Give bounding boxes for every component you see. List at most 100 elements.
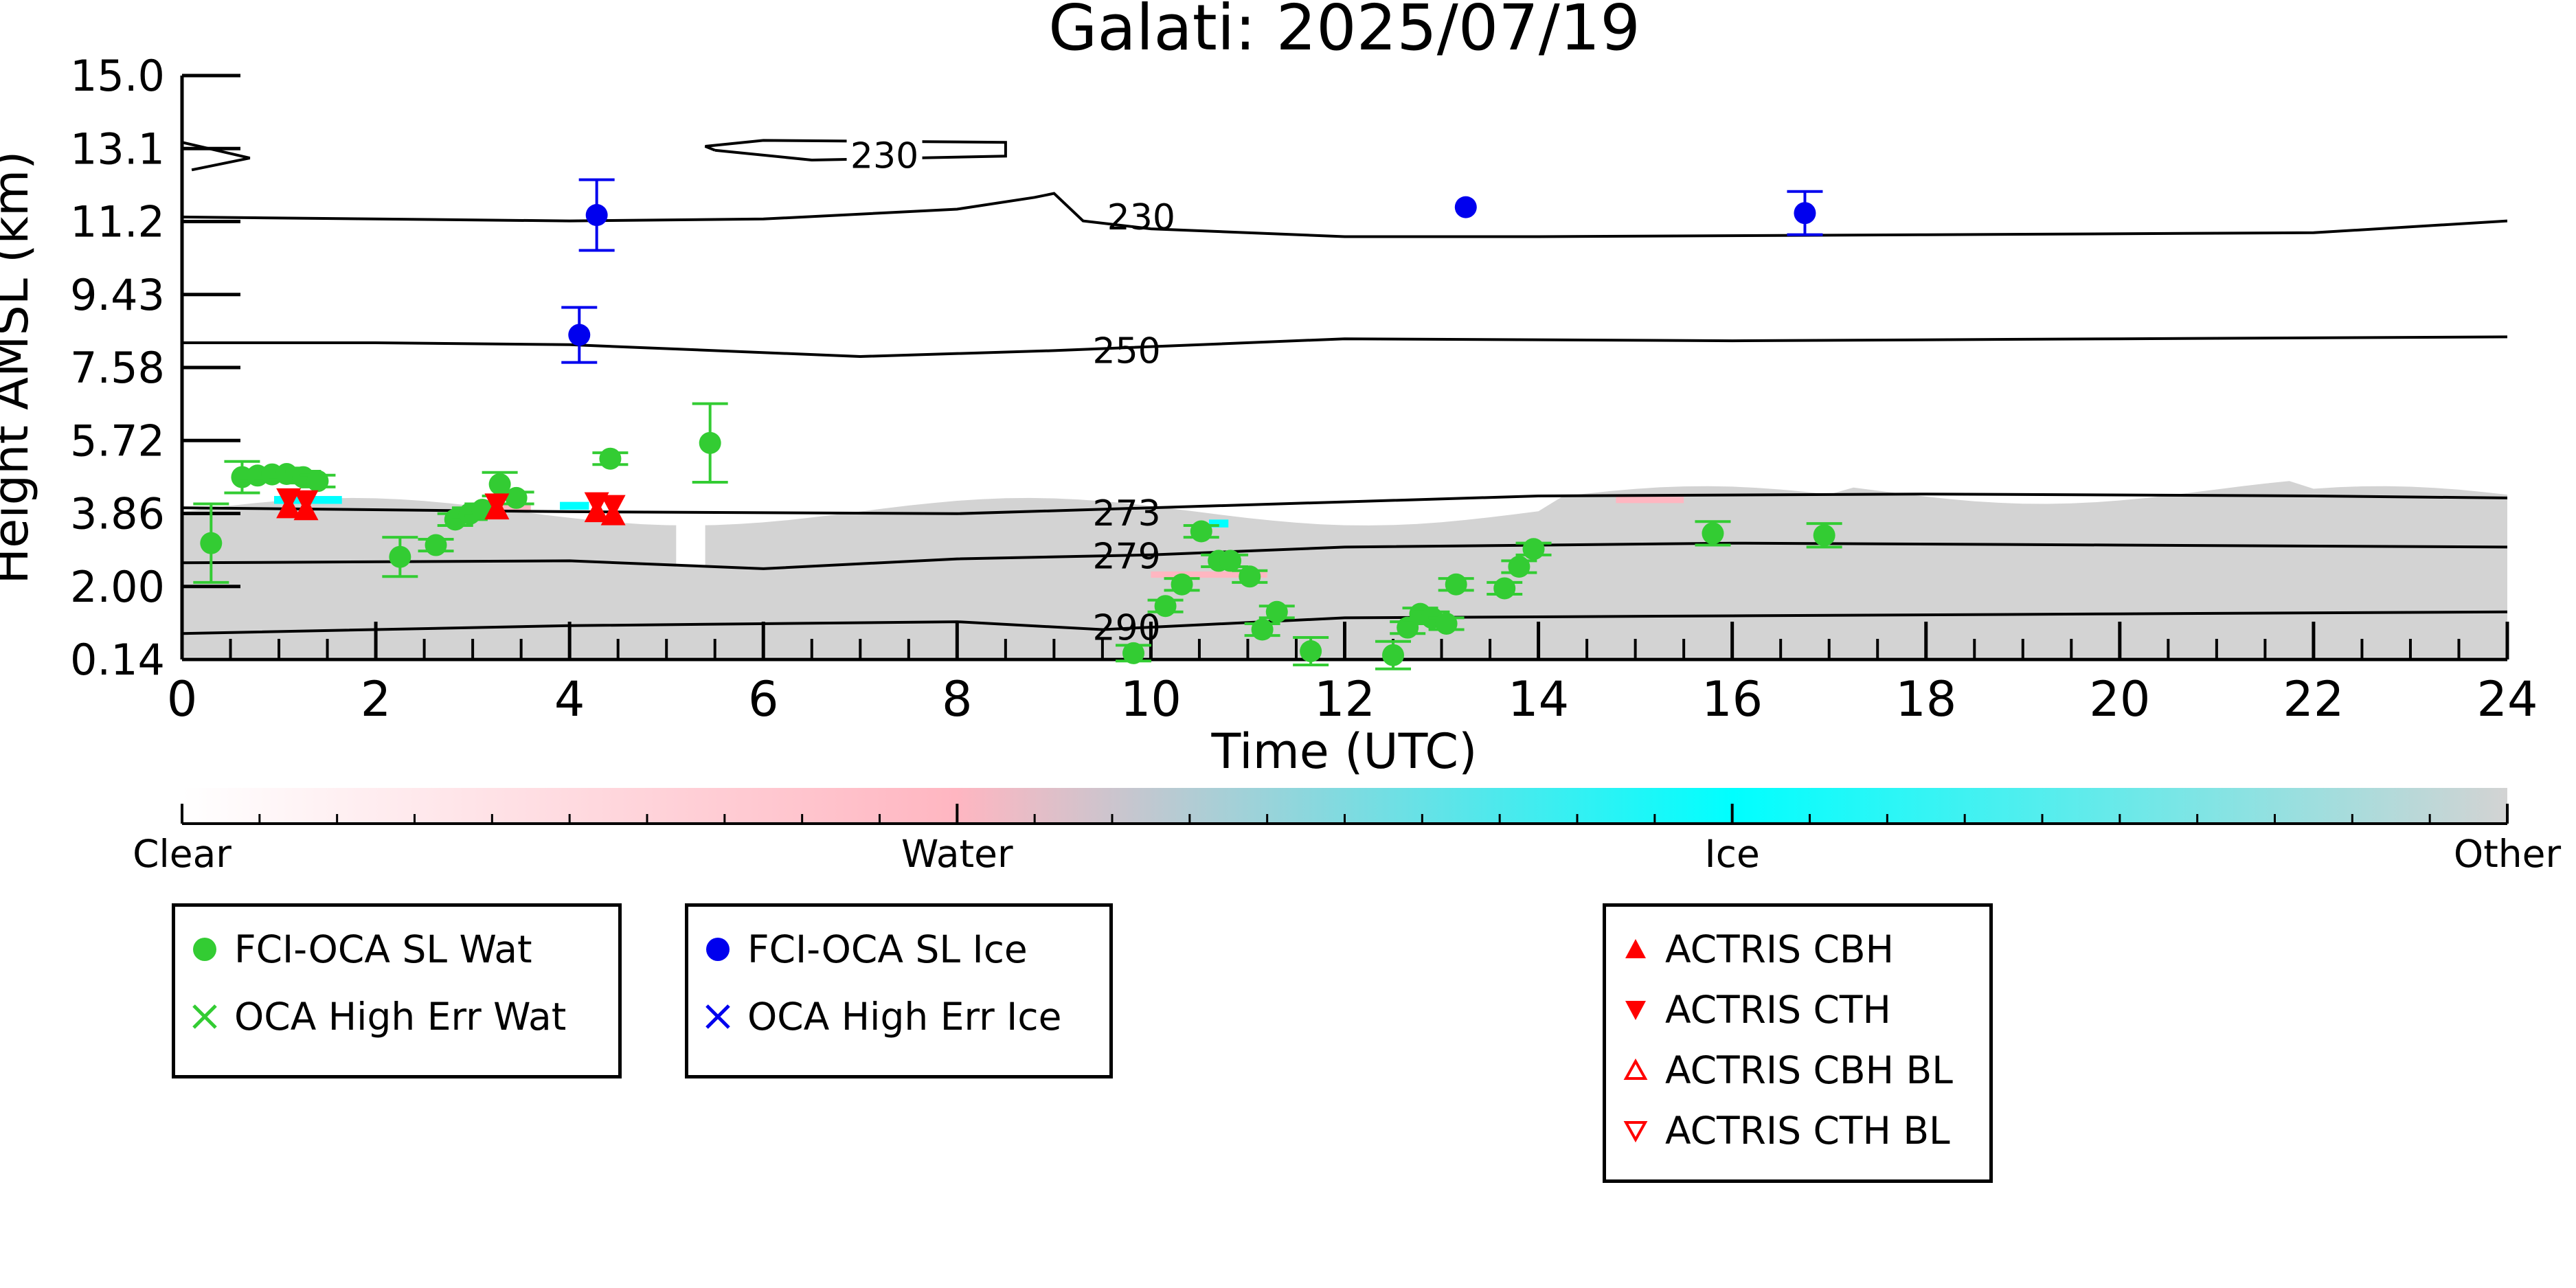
y-axis-label: Height AMSL (km)	[0, 151, 39, 585]
x-tick-label: 6	[748, 671, 779, 727]
y-tick-label: 5.72	[70, 416, 165, 466]
y-tick-label: 2.00	[70, 562, 165, 612]
y-tick-label: 9.43	[70, 270, 165, 320]
data-point	[200, 532, 223, 554]
water-phase-patch	[1616, 497, 1684, 504]
data-point	[1219, 550, 1242, 572]
colorbar-tick-label: Other	[2454, 832, 2562, 876]
legend-entry: FCI-OCA SL Ice	[701, 927, 1028, 971]
blue-circle-icon	[706, 938, 730, 961]
contour-line	[182, 493, 2507, 515]
contour-line	[182, 610, 2507, 635]
x-axis-label: Time (UTC)	[1211, 723, 1478, 780]
data-point	[599, 447, 622, 470]
y-tick-label: 0.14	[70, 635, 165, 685]
x-tick-label: 24	[2476, 671, 2538, 727]
data-point	[275, 463, 298, 486]
contour-label: 230	[850, 136, 918, 177]
x-tick-label: 20	[2089, 671, 2150, 727]
data-point	[699, 431, 721, 454]
ice-phase-patch	[1209, 519, 1229, 528]
actris-cth-marker	[293, 490, 319, 514]
actris-cth-marker	[600, 495, 626, 519]
legend-label: ACTRIS CBH	[1665, 927, 1894, 971]
contour-line	[182, 192, 2507, 238]
data-point	[1154, 595, 1177, 618]
y-tick-label: 15.0	[70, 51, 165, 101]
y-tick-label: 11.2	[70, 197, 165, 247]
legend-label: ACTRIS CTH	[1665, 988, 1891, 1032]
red-triangle-down-icon	[1625, 1001, 1646, 1020]
x-tick-label: 14	[1508, 671, 1569, 727]
data-point	[306, 470, 329, 493]
data-point	[1813, 524, 1835, 547]
data-point	[585, 204, 608, 227]
legend-ice: FCI-OCA SL Ice OCA High Err Ice	[685, 903, 1113, 1078]
legend-water: FCI-OCA SL Wat OCA High Err Wat	[172, 903, 622, 1078]
data-point	[1702, 522, 1724, 545]
x-tick-label: 16	[1702, 671, 1763, 727]
legend-entry: ACTRIS CTH BL	[1618, 1109, 1950, 1153]
data-point	[389, 545, 411, 568]
other-phase-area	[182, 481, 2507, 657]
phase-colorbar: Clear Water Ice Other	[133, 788, 2561, 876]
clear-gap	[676, 504, 705, 567]
cloud-phase-curtain	[182, 481, 2507, 657]
data-point	[568, 324, 591, 346]
x-tick-label: 4	[554, 671, 585, 727]
data-point	[1122, 642, 1145, 664]
legend-label: ACTRIS CTH BL	[1665, 1109, 1950, 1153]
blue-cross-icon	[705, 1004, 730, 1029]
contour-label-bg	[846, 137, 923, 175]
legend-label: FCI-OCA SL Ice	[747, 927, 1028, 971]
red-triangle-down-outline-icon	[1623, 1121, 1648, 1143]
legend-label: OCA High Err Wat	[234, 995, 567, 1039]
data-point	[1265, 600, 1288, 623]
data-point	[1794, 202, 1816, 225]
colorbar-tick-label: Water	[901, 832, 1013, 876]
y-tick-label: 3.86	[70, 489, 165, 539]
contour-label: 230	[1107, 197, 1175, 238]
x-tick-label: 8	[942, 671, 973, 727]
legend-entry: OCA High Err Ice	[701, 995, 1061, 1039]
colorbar-tick-label: Clear	[133, 832, 231, 876]
data-point	[1435, 612, 1458, 635]
data-point	[1454, 196, 1477, 218]
green-cross-icon	[192, 1004, 217, 1029]
data-point	[1300, 640, 1322, 662]
data-point	[1171, 573, 1193, 596]
contour-label: 279	[1093, 536, 1161, 578]
x-tick-label: 0	[167, 671, 198, 727]
contour-line	[704, 139, 1007, 162]
y-tick-label: 13.1	[70, 124, 165, 174]
x-tick-label: 12	[1314, 671, 1375, 727]
chart-title: Galati: 2025/07/19	[1048, 0, 1640, 65]
x-tick-label: 2	[361, 671, 392, 727]
data-point	[1190, 520, 1212, 543]
legend-actris: ACTRIS CBH ACTRIS CTH ACTRIS CBH BL ACTR…	[1603, 903, 1993, 1183]
contour-line	[182, 141, 251, 172]
legend-entry: FCI-OCA SL Wat	[188, 927, 532, 971]
y-tick-label: 7.58	[70, 343, 165, 393]
data-point	[1508, 556, 1530, 578]
red-triangle-up-icon	[1625, 939, 1646, 958]
data-point	[488, 473, 511, 495]
data-point	[1445, 573, 1467, 596]
data-point	[1493, 577, 1516, 600]
legend-label: ACTRIS CBH BL	[1665, 1048, 1953, 1092]
red-triangle-up-outline-icon	[1623, 1058, 1648, 1080]
legend-entry: ACTRIS CBH	[1618, 927, 1894, 971]
ice-phase-patch	[560, 501, 589, 510]
data-point	[505, 486, 528, 509]
legend-entry: OCA High Err Wat	[188, 995, 567, 1039]
legend-entry: ACTRIS CTH	[1618, 988, 1891, 1032]
legend-label: FCI-OCA SL Wat	[234, 927, 532, 971]
x-tick-label: 22	[2283, 671, 2344, 727]
colorbar-tick-label: Ice	[1705, 832, 1760, 876]
data-point	[1251, 618, 1274, 641]
green-circle-icon	[193, 938, 216, 961]
data-point	[1522, 538, 1545, 561]
actris-cth-marker	[276, 488, 302, 512]
